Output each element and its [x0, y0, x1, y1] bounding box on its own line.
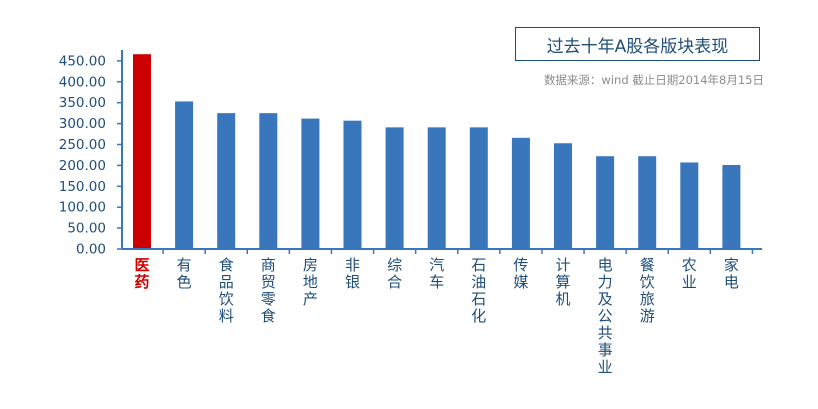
y-tick-label: 150.00 — [59, 179, 106, 195]
x-tick-label: 医药 — [134, 256, 149, 291]
svg-text:车: 车 — [429, 273, 444, 291]
bar — [638, 156, 657, 249]
bar — [427, 127, 446, 249]
svg-text:业: 业 — [682, 273, 697, 291]
x-tick-label: 家电 — [724, 256, 739, 291]
svg-text:房: 房 — [303, 256, 318, 274]
x-tick-label: 计算机 — [555, 256, 570, 308]
svg-text:零: 零 — [261, 290, 276, 308]
bar — [343, 120, 362, 249]
bar — [680, 162, 699, 249]
svg-text:油: 油 — [471, 273, 486, 291]
svg-text:药: 药 — [134, 273, 149, 291]
svg-text:贸: 贸 — [261, 273, 276, 291]
bar — [175, 101, 194, 249]
svg-text:银: 银 — [345, 273, 360, 291]
svg-text:媒: 媒 — [513, 273, 528, 291]
svg-text:旅: 旅 — [640, 290, 655, 308]
bar — [217, 113, 236, 250]
svg-text:及: 及 — [598, 290, 613, 308]
svg-text:料: 料 — [219, 307, 234, 325]
svg-text:食: 食 — [219, 256, 234, 274]
svg-text:非: 非 — [345, 256, 360, 274]
svg-text:饮: 饮 — [640, 273, 655, 291]
svg-text:游: 游 — [640, 307, 655, 325]
svg-text:产: 产 — [303, 290, 318, 308]
svg-text:品: 品 — [219, 273, 234, 291]
x-tick-label: 传媒 — [513, 256, 528, 291]
svg-text:化: 化 — [471, 307, 486, 325]
bar — [385, 127, 404, 249]
bar — [301, 118, 320, 249]
x-tick-label: 汽车 — [429, 256, 444, 291]
svg-text:汽: 汽 — [429, 256, 444, 274]
y-tick-label: 200.00 — [59, 158, 106, 174]
svg-text:业: 业 — [598, 358, 613, 376]
x-tick-label: 房地产 — [303, 256, 318, 308]
svg-text:力: 力 — [598, 273, 613, 291]
bar — [722, 164, 741, 249]
svg-text:农: 农 — [682, 256, 697, 274]
svg-text:商: 商 — [261, 256, 276, 274]
bar — [259, 113, 278, 250]
source-note: 数据来源：wind 截止日期2014年8月15日 — [543, 73, 764, 87]
svg-text:电: 电 — [724, 273, 739, 291]
svg-text:地: 地 — [303, 273, 318, 291]
svg-text:石: 石 — [471, 256, 486, 274]
svg-text:综: 综 — [387, 256, 402, 274]
bar — [469, 127, 488, 249]
svg-text:算: 算 — [555, 273, 570, 291]
svg-text:医: 医 — [134, 256, 149, 274]
svg-text:饮: 饮 — [219, 290, 234, 308]
svg-text:色: 色 — [177, 273, 192, 291]
bar — [554, 143, 572, 249]
bar — [133, 54, 151, 249]
svg-text:共: 共 — [598, 324, 613, 342]
y-tick-label: 300.00 — [59, 116, 106, 132]
svg-text:餐: 餐 — [640, 256, 655, 274]
y-tick-label: 450.00 — [59, 53, 106, 69]
svg-text:合: 合 — [387, 273, 402, 291]
x-tick-label: 非银 — [345, 256, 360, 291]
svg-text:石: 石 — [471, 290, 486, 308]
svg-text:事: 事 — [598, 341, 613, 359]
svg-text:传: 传 — [513, 256, 528, 274]
svg-text:食: 食 — [261, 307, 276, 325]
x-tick-label: 综合 — [387, 256, 402, 291]
y-tick-label: 100.00 — [59, 200, 106, 216]
svg-text:电: 电 — [598, 256, 613, 274]
y-tick-label: 350.00 — [59, 95, 106, 111]
y-tick-label: 400.00 — [59, 74, 106, 90]
bar — [596, 156, 615, 249]
y-tick-label: 250.00 — [59, 137, 106, 153]
svg-text:有: 有 — [177, 256, 192, 274]
x-tick-label: 有色 — [177, 256, 192, 291]
svg-text:计: 计 — [555, 256, 570, 274]
x-tick-label: 农业 — [682, 256, 697, 291]
y-tick-label: 50.00 — [67, 221, 106, 237]
bar — [511, 137, 530, 249]
svg-text:家: 家 — [724, 256, 739, 274]
svg-text:公: 公 — [598, 307, 613, 325]
svg-text:机: 机 — [555, 290, 570, 308]
y-tick-label: 0.00 — [76, 242, 106, 258]
chart-title: 过去十年A股各版块表现 — [515, 27, 760, 61]
